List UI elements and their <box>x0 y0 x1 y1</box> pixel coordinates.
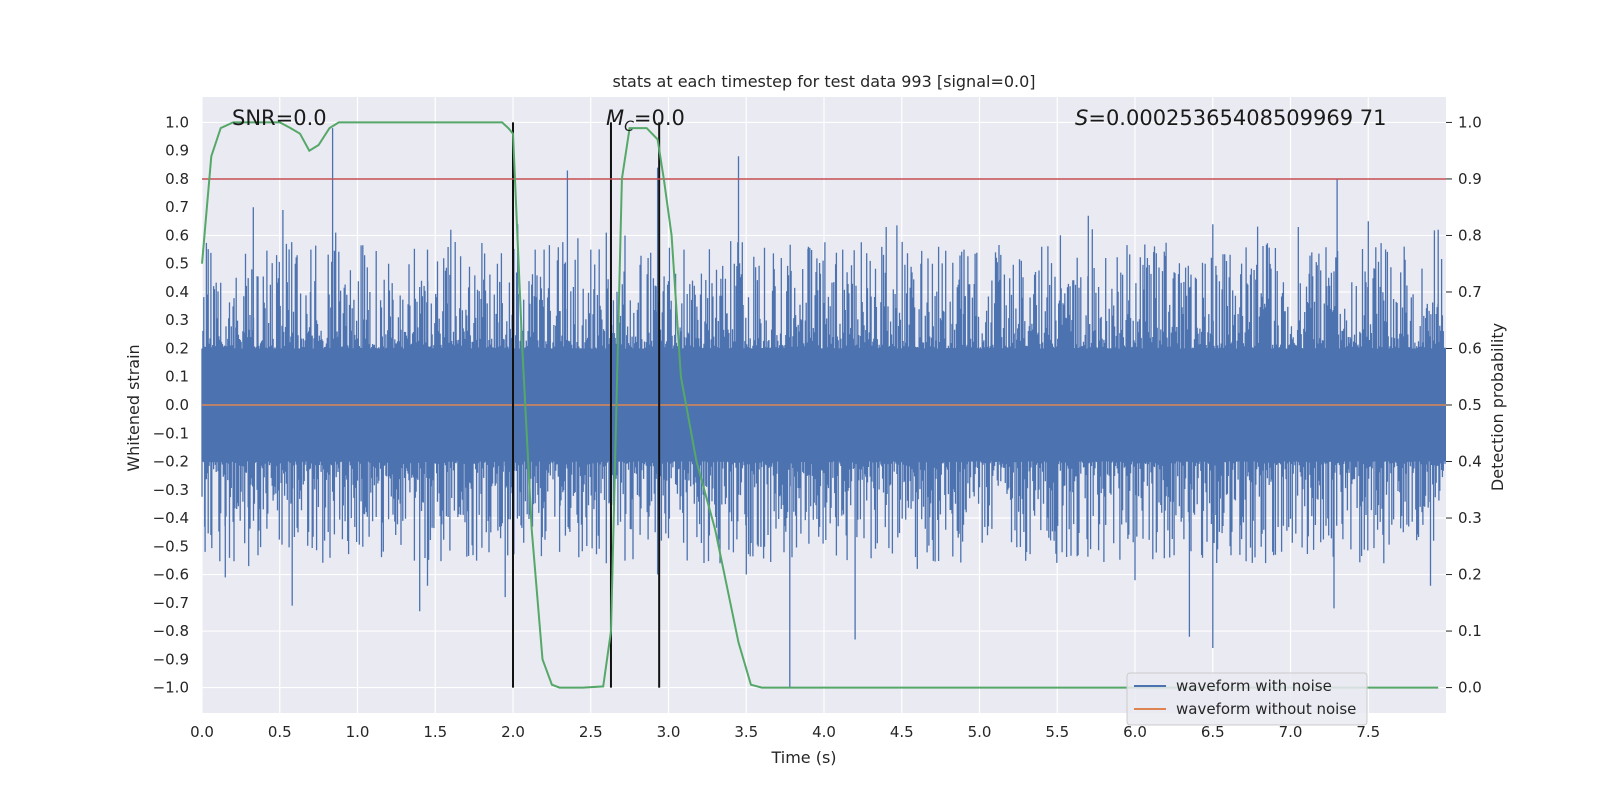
y-right-tick-label: 0.9 <box>1458 170 1482 188</box>
y-left-tick-label: 0.0 <box>165 396 189 414</box>
x-tick-label: 6.5 <box>1201 723 1225 741</box>
y-left-tick-label: −0.3 <box>153 481 189 499</box>
y-left-tick-label: 0.5 <box>165 255 189 273</box>
y-left-tick-label: −0.7 <box>153 594 189 612</box>
x-tick-label: 4.5 <box>890 723 914 741</box>
legend: waveform with noise waveform without noi… <box>1126 672 1368 726</box>
x-tick-label: 4.0 <box>812 723 836 741</box>
x-axis-label: Time (s) <box>770 748 836 767</box>
y-left-tick-label: −1.0 <box>153 679 189 697</box>
y-right-tick-label: 1.0 <box>1458 113 1482 131</box>
x-tick-label: 1.5 <box>423 723 447 741</box>
legend-label-noise: waveform with noise <box>1176 677 1332 695</box>
x-tick-label: 7.5 <box>1356 723 1380 741</box>
y-right-tick-label: 0.5 <box>1458 396 1482 414</box>
legend-label-clean: waveform without noise <box>1176 700 1356 718</box>
y-left-tick-label: −0.8 <box>153 622 189 640</box>
y-left-tick-label: −0.2 <box>153 453 189 471</box>
y-left-axis-ticks: 1.0 0.9 0.8 0.7 0.6 0.5 0.4 0.3 0.2 0.1 0.0 −0.1 −0.… <box>153 113 189 696</box>
x-tick-label: 5.0 <box>968 723 992 741</box>
y-right-tick-label: 0.8 <box>1458 226 1482 244</box>
y-right-tick-label: 0.1 <box>1458 622 1482 640</box>
x-tick-label: 7.0 <box>1279 723 1303 741</box>
y-left-tick-label: 0.2 <box>165 339 189 357</box>
series-detection-probability <box>201 121 1439 689</box>
y-right-tick-label: 0.6 <box>1458 339 1482 357</box>
y-right-tick-label: 0.0 <box>1458 679 1482 697</box>
x-tick-label: 6.0 <box>1123 723 1147 741</box>
legend-box <box>1126 672 1368 726</box>
y-right-axis-label: Detection probability <box>1488 323 1507 491</box>
y-left-tick-label: 0.7 <box>165 198 189 216</box>
x-tick-label: 0.0 <box>190 723 214 741</box>
y-left-tick-label: 1.0 <box>165 113 189 131</box>
y-left-tick-label: 0.6 <box>165 226 189 244</box>
y-right-axis-ticks: 1.0 0.9 0.8 0.7 0.6 0.5 0.4 0.3 0.2 0.1 0.0 <box>1446 113 1482 697</box>
snr-annotation: SNR=0.0 <box>232 106 327 130</box>
y-left-tick-label: −0.6 <box>153 566 189 584</box>
x-tick-label: 2.0 <box>501 723 525 741</box>
y-left-tick-label: −0.4 <box>153 509 189 527</box>
y-right-tick-label: 0.2 <box>1458 566 1482 584</box>
y-right-tick-label: 0.7 <box>1458 283 1482 301</box>
y-left-tick-label: −0.1 <box>153 424 189 442</box>
s-annotation: S=0.00025365408509969 71 <box>1075 106 1387 130</box>
y-left-tick-label: −0.5 <box>153 537 189 555</box>
y-left-tick-label: 0.4 <box>165 283 189 301</box>
x-tick-label: 0.5 <box>268 723 292 741</box>
y-right-tick-label: 0.4 <box>1458 453 1482 471</box>
x-tick-label: 1.0 <box>346 723 370 741</box>
x-tick-label: 3.5 <box>734 723 758 741</box>
y-left-tick-label: 0.9 <box>165 142 189 160</box>
x-tick-label: 3.0 <box>657 723 681 741</box>
y-left-tick-label: −0.9 <box>153 650 189 668</box>
y-left-axis-label: Whitened strain <box>124 344 143 471</box>
x-tick-label: 5.5 <box>1045 723 1069 741</box>
probability-trace <box>201 121 1439 689</box>
y-right-tick-label: 0.3 <box>1458 509 1482 527</box>
y-left-tick-label: 0.3 <box>165 311 189 329</box>
mc-annotation: MC=0.0 <box>606 106 685 135</box>
x-axis-ticks: 0.0 0.5 1.0 1.5 2.0 2.5 3.0 3.5 4.0 4.5 5.0 5.5 6.0 6… <box>190 723 1380 741</box>
y-left-tick-label: 0.1 <box>165 368 189 386</box>
y-left-tick-label: 0.8 <box>165 170 189 188</box>
chart-title: stats at each timestep for test data 993… <box>612 72 1035 91</box>
x-tick-label: 2.5 <box>579 723 603 741</box>
